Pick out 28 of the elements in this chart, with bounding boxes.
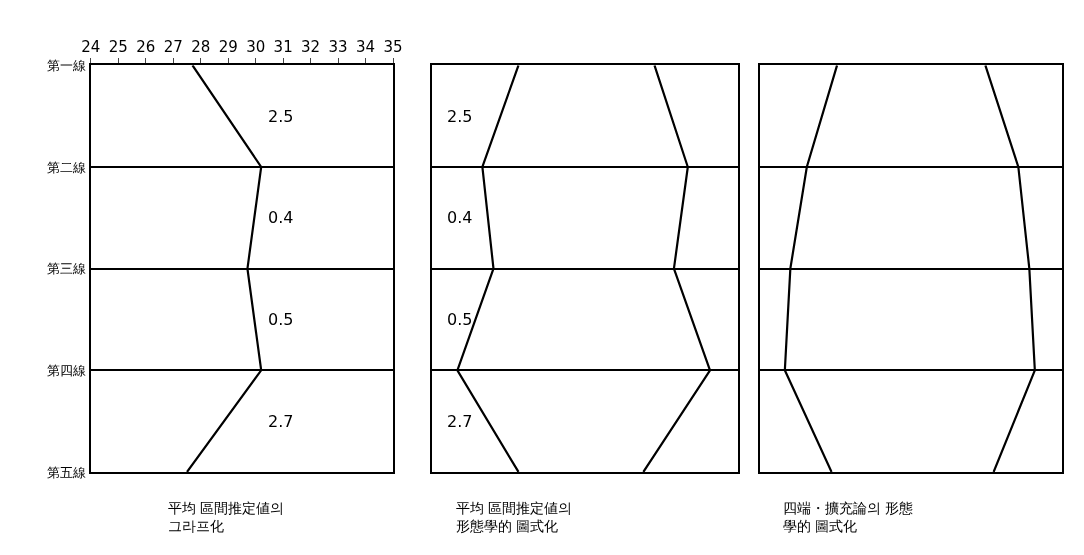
annotation: 0.4 bbox=[268, 208, 294, 227]
x-tick-label: 32 bbox=[301, 38, 321, 57]
x-tick-label: 28 bbox=[191, 38, 211, 57]
annotation: 2.5 bbox=[447, 107, 473, 126]
x-tick-label: 31 bbox=[273, 38, 293, 57]
x-tick-label: 30 bbox=[246, 38, 266, 57]
x-tick-label: 35 bbox=[383, 38, 403, 57]
x-tick-label: 25 bbox=[108, 38, 128, 57]
annotation: 0.5 bbox=[268, 310, 294, 329]
x-tick-label: 34 bbox=[356, 38, 376, 57]
y-tick-label: 第一線 bbox=[47, 57, 87, 73]
x-tick-label: 29 bbox=[218, 38, 238, 57]
x-tick-label: 33 bbox=[328, 38, 348, 57]
x-tick-label: 24 bbox=[81, 38, 101, 57]
y-tick-label: 第五線 bbox=[47, 464, 87, 480]
y-tick-label: 第二線 bbox=[47, 159, 87, 175]
text: 四端・擴充論의 形態學的 圖式化 bbox=[783, 500, 914, 535]
x-tick-label: 27 bbox=[163, 38, 183, 57]
y-tick-label: 第三線 bbox=[47, 261, 87, 277]
annotation: 2.5 bbox=[268, 107, 294, 126]
y-tick-label: 第四線 bbox=[47, 362, 87, 378]
annotation: 2.7 bbox=[268, 412, 294, 431]
annotation: 0.4 bbox=[447, 208, 473, 227]
annotation: 0.5 bbox=[447, 310, 473, 329]
annotation: 2.7 bbox=[447, 412, 473, 431]
text: 平均 區間推定値의 形態學的 圖式化 bbox=[456, 500, 573, 535]
text: 平均 區間推定値의 그라프化 bbox=[168, 500, 285, 535]
x-tick-label: 26 bbox=[136, 38, 156, 57]
